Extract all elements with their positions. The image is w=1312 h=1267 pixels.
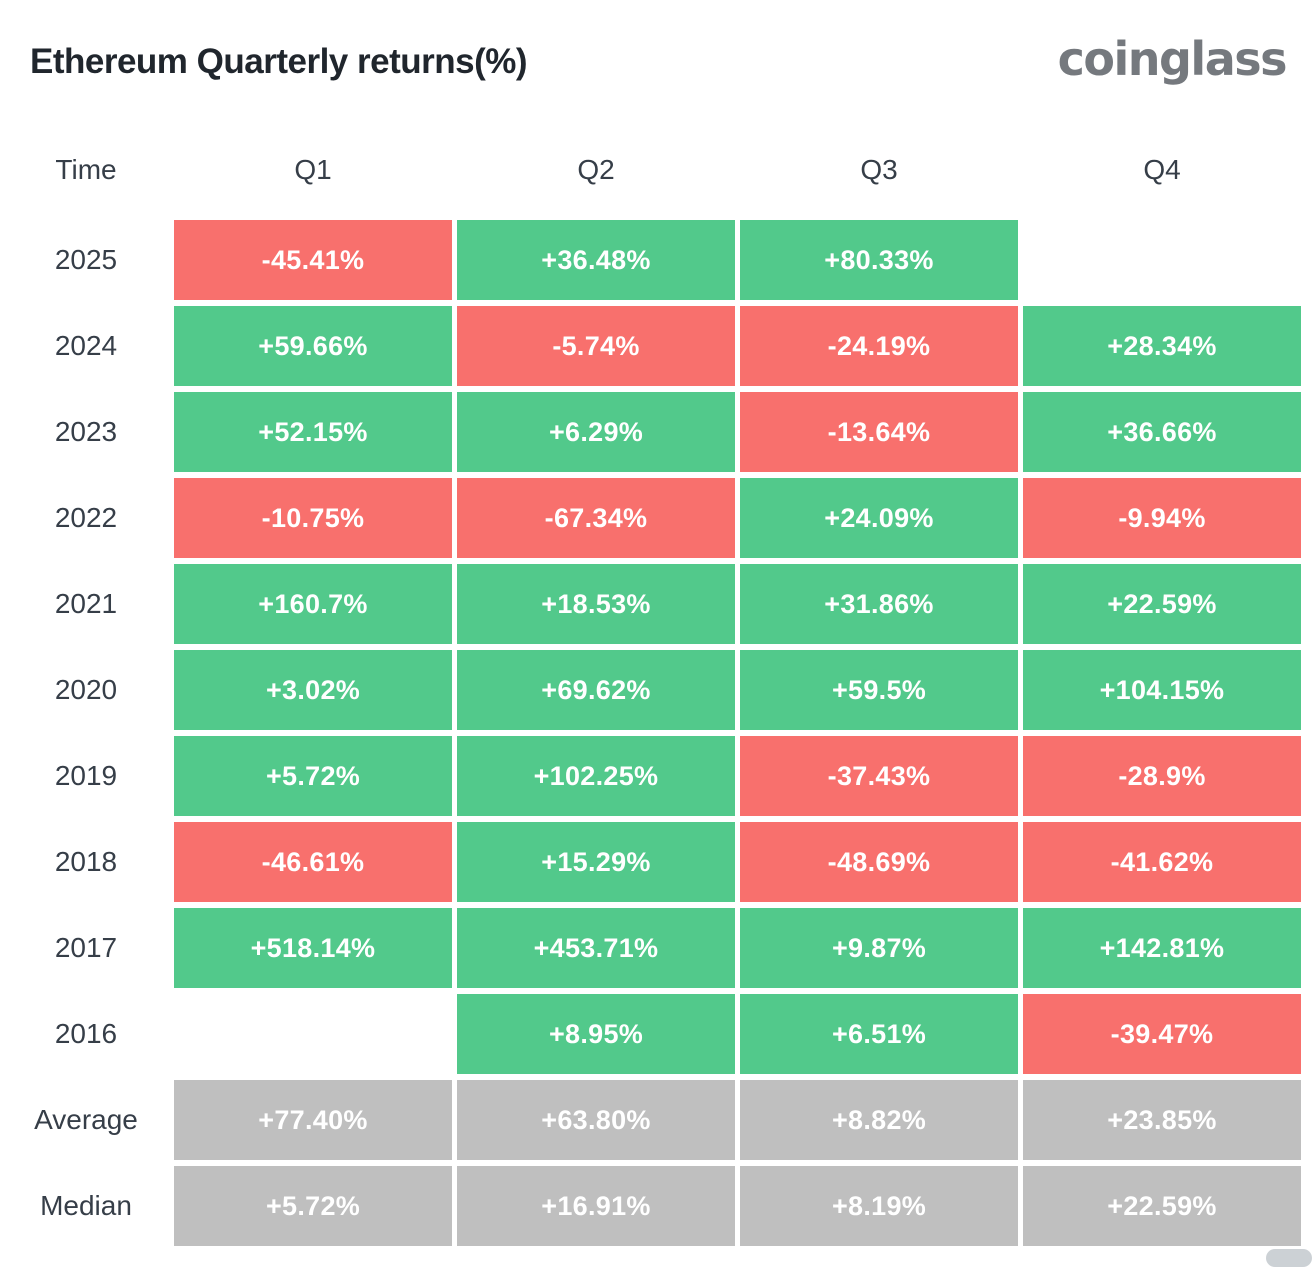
- column-header-q4: Q4: [1143, 154, 1181, 185]
- return-cell: -45.41%: [174, 220, 452, 300]
- return-cell: +69.62%: [457, 650, 735, 730]
- quarterly-returns-table: Time Q1 Q2 Q3 Q4 2025 -45.41% +36.48% +80.3…: [3, 134, 1312, 1246]
- return-cell: +5.72%: [174, 1166, 452, 1246]
- row-label: 2023: [54, 416, 118, 447]
- return-cell: -5.74%: [457, 306, 735, 386]
- column-header-q2: Q2: [577, 154, 615, 185]
- row-label: 2022: [54, 502, 118, 533]
- return-cell: +9.87%: [740, 908, 1018, 988]
- row-label: 2016: [54, 1018, 118, 1049]
- header-bar: Ethereum Quarterly returns(%) coinglass: [0, 0, 1312, 98]
- return-cell: +453.71%: [457, 908, 735, 988]
- return-cell: +23.85%: [1023, 1080, 1301, 1160]
- return-cell: -9.94%: [1023, 478, 1301, 558]
- return-cell: -67.34%: [457, 478, 735, 558]
- return-cell: +22.59%: [1023, 1166, 1301, 1246]
- row-label: 2018: [54, 846, 118, 877]
- return-cell: [174, 994, 452, 1074]
- row-label: 2024: [54, 330, 118, 361]
- return-cell: +52.15%: [174, 392, 452, 472]
- return-cell: +31.86%: [740, 564, 1018, 644]
- return-cell: +80.33%: [740, 220, 1018, 300]
- return-cell: -37.43%: [740, 736, 1018, 816]
- return-cell: +63.80%: [457, 1080, 735, 1160]
- row-label: Median: [40, 1190, 132, 1221]
- return-cell: +28.34%: [1023, 306, 1301, 386]
- return-cell: +22.59%: [1023, 564, 1301, 644]
- return-cell: +24.09%: [740, 478, 1018, 558]
- return-cell: +8.19%: [740, 1166, 1018, 1246]
- return-cell: +59.5%: [740, 650, 1018, 730]
- return-cell: +142.81%: [1023, 908, 1301, 988]
- return-cell: -41.62%: [1023, 822, 1301, 902]
- return-cell: +16.91%: [457, 1166, 735, 1246]
- return-cell: +160.7%: [174, 564, 452, 644]
- return-cell: +518.14%: [174, 908, 452, 988]
- return-cell: +104.15%: [1023, 650, 1301, 730]
- return-cell: -48.69%: [740, 822, 1018, 902]
- return-cell: +8.82%: [740, 1080, 1018, 1160]
- return-cell: -46.61%: [174, 822, 452, 902]
- return-cell: +102.25%: [457, 736, 735, 816]
- row-label: Average: [34, 1104, 138, 1135]
- page-title: Ethereum Quarterly returns(%): [30, 42, 528, 81]
- column-header-time: Time: [55, 154, 117, 185]
- return-cell: -13.64%: [740, 392, 1018, 472]
- return-cell: +36.66%: [1023, 392, 1301, 472]
- return-cell: -39.47%: [1023, 994, 1301, 1074]
- return-cell: +6.51%: [740, 994, 1018, 1074]
- row-label: 2025: [54, 244, 118, 275]
- row-label: 2017: [54, 932, 118, 963]
- row-label: 2020: [54, 674, 118, 705]
- coinglass-logo: coinglass: [1057, 32, 1288, 86]
- return-cell: [1023, 220, 1301, 300]
- watermark-pill: [1266, 1249, 1312, 1267]
- return-cell: +15.29%: [457, 822, 735, 902]
- column-header-q3: Q3: [860, 154, 898, 185]
- return-cell: +8.95%: [457, 994, 735, 1074]
- return-cell: +18.53%: [457, 564, 735, 644]
- row-label: 2019: [54, 760, 118, 791]
- return-cell: +36.48%: [457, 220, 735, 300]
- column-header-q1: Q1: [294, 154, 332, 185]
- return-cell: +3.02%: [174, 650, 452, 730]
- return-cell: +77.40%: [174, 1080, 452, 1160]
- return-cell: -28.9%: [1023, 736, 1301, 816]
- return-cell: +59.66%: [174, 306, 452, 386]
- return-cell: +5.72%: [174, 736, 452, 816]
- return-cell: -10.75%: [174, 478, 452, 558]
- return-cell: +6.29%: [457, 392, 735, 472]
- return-cell: -24.19%: [740, 306, 1018, 386]
- row-label: 2021: [54, 588, 118, 619]
